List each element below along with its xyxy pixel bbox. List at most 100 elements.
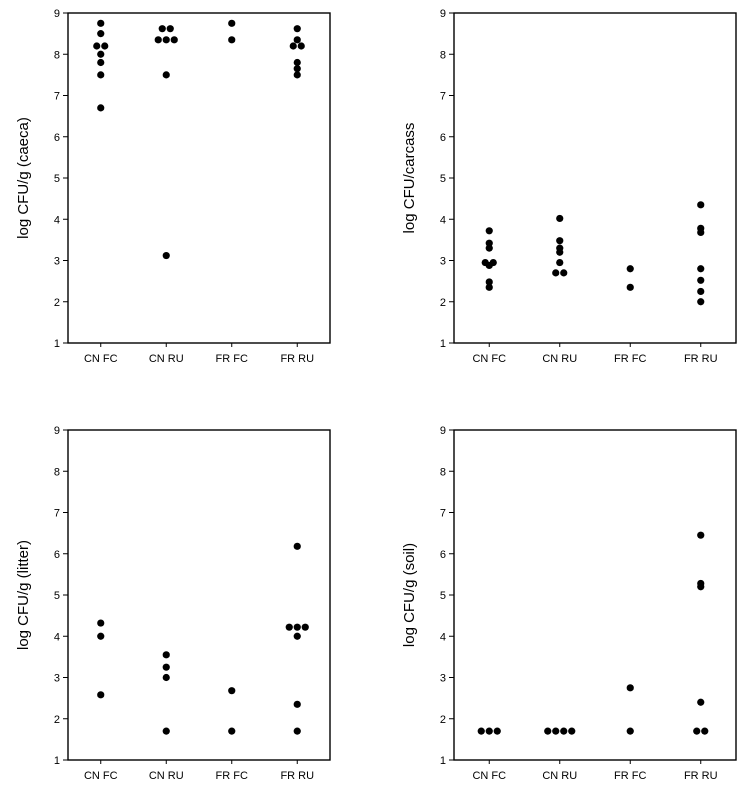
data-point <box>293 727 301 735</box>
data-point <box>293 36 301 44</box>
y-tick-label: 7 <box>440 91 446 103</box>
x-tick-label: FR FC <box>216 353 248 365</box>
data-point <box>697 276 705 284</box>
data-point <box>485 227 493 235</box>
y-tick-label: 4 <box>440 631 446 643</box>
data-point <box>289 42 297 50</box>
data-point <box>293 700 301 708</box>
y-tick-label: 9 <box>440 425 446 437</box>
data-point <box>293 71 301 79</box>
plot-frame <box>453 429 737 761</box>
data-point <box>97 58 105 67</box>
data-point <box>228 36 236 44</box>
y-tick-label: 9 <box>440 8 446 20</box>
y-tick-label: 9 <box>54 425 60 437</box>
data-point <box>626 283 634 291</box>
data-point <box>228 687 236 695</box>
x-tick-label: CN FC <box>472 770 506 782</box>
data-point <box>293 632 301 640</box>
data-point <box>493 727 501 735</box>
data-point <box>228 19 236 27</box>
panel-soil: 1 2 3 4 5 6 7 8 9 CN FC CN RU FR FC FR RU log CFU/g (… <box>401 425 737 782</box>
panel-carcass: 1 2 3 4 5 6 7 8 9 CN FC CN RU FR FC FR RU log CFU/car… <box>401 8 737 365</box>
data-point <box>154 36 162 44</box>
data-point <box>162 71 170 79</box>
panel-caeca: 1 2 3 4 5 6 7 8 9 CN FC CN RU FR FC FR RU log CFU/g (… <box>15 8 331 365</box>
y-tick-label: 2 <box>54 714 60 726</box>
data-point <box>481 258 489 267</box>
y-axis-label: log CFU/carcass <box>401 123 418 234</box>
data-point <box>97 632 105 640</box>
data-point <box>162 673 170 682</box>
data-point <box>701 727 709 735</box>
data-point <box>560 269 568 277</box>
y-tick-label: 3 <box>440 256 446 268</box>
y-tick-label: 4 <box>54 631 60 643</box>
x-tick-label: FR FC <box>216 770 248 782</box>
data-point <box>697 579 705 588</box>
data-point <box>556 258 564 267</box>
x-tick-label: FR RU <box>684 353 718 365</box>
y-tick-label: 1 <box>54 338 60 350</box>
x-tick-label: FR RU <box>684 770 718 782</box>
data-point <box>626 684 634 692</box>
data-point <box>626 265 634 273</box>
data-point <box>489 258 497 267</box>
data-point <box>485 244 493 252</box>
y-tick-label: 6 <box>440 549 446 561</box>
data-point <box>228 727 236 735</box>
data-point <box>556 244 564 252</box>
y-tick-label: 7 <box>54 91 60 103</box>
data-point <box>162 663 170 671</box>
data-point <box>552 727 560 735</box>
y-tick-label: 1 <box>440 338 446 350</box>
data-point <box>97 71 105 79</box>
x-tick-label: FR RU <box>280 770 314 782</box>
data-point <box>162 727 170 735</box>
y-tick-label: 7 <box>54 508 60 520</box>
data-point <box>97 30 105 38</box>
x-tick-label: FR FC <box>614 770 646 782</box>
y-tick-label: 9 <box>54 8 60 20</box>
y-tick-label: 8 <box>440 466 446 478</box>
data-point <box>697 224 705 232</box>
y-axis-label: log CFU/g (soil) <box>401 543 418 647</box>
y-tick-label: 8 <box>54 466 60 478</box>
data-point <box>162 251 170 260</box>
data-point <box>301 623 309 631</box>
y-tick-label: 3 <box>54 673 60 685</box>
data-point <box>162 651 170 659</box>
data-point <box>166 25 174 33</box>
data-point <box>568 727 576 735</box>
data-point <box>97 691 105 699</box>
data-point <box>93 42 101 50</box>
data-point <box>560 727 568 735</box>
x-tick-label: FR RU <box>280 353 314 365</box>
data-point <box>697 287 705 296</box>
y-tick-label: 6 <box>54 549 60 561</box>
plot-frame <box>67 429 331 761</box>
y-tick-label: 4 <box>54 214 60 226</box>
data-point <box>485 239 493 247</box>
data-point <box>485 278 493 286</box>
data-point <box>162 36 170 44</box>
y-tick-label: 2 <box>440 714 446 726</box>
data-point <box>293 58 301 67</box>
data-point <box>170 36 178 44</box>
y-tick-label: 5 <box>54 590 60 602</box>
y-tick-label: 1 <box>440 755 446 767</box>
y-tick-label: 4 <box>440 214 446 226</box>
data-point <box>158 25 166 33</box>
y-tick-label: 7 <box>440 508 446 520</box>
data-point <box>697 531 705 539</box>
plot-frame <box>67 12 331 344</box>
x-tick-label: FR FC <box>614 353 646 365</box>
x-tick-label: CN FC <box>84 353 118 365</box>
y-tick-label: 3 <box>440 673 446 685</box>
data-point <box>297 42 305 50</box>
x-tick-label: CN FC <box>84 770 118 782</box>
y-tick-label: 2 <box>440 297 446 309</box>
y-tick-label: 1 <box>54 755 60 767</box>
data-point <box>693 727 701 735</box>
